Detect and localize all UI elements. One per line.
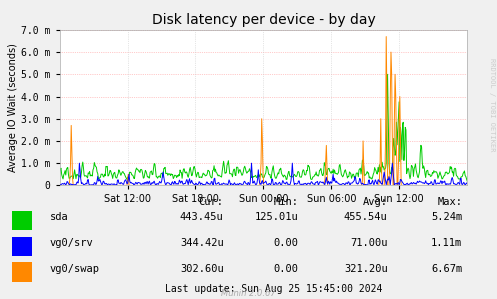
Text: 125.01u: 125.01u bbox=[254, 212, 298, 222]
Text: 321.20u: 321.20u bbox=[344, 264, 388, 274]
Text: 443.45u: 443.45u bbox=[180, 212, 224, 222]
Text: 6.67m: 6.67m bbox=[431, 264, 462, 274]
Text: Last update: Sun Aug 25 15:45:00 2024: Last update: Sun Aug 25 15:45:00 2024 bbox=[165, 284, 382, 294]
Y-axis label: Average IO Wait (seconds): Average IO Wait (seconds) bbox=[8, 43, 18, 172]
Text: 1.11m: 1.11m bbox=[431, 238, 462, 248]
Text: Avg:: Avg: bbox=[363, 197, 388, 207]
FancyBboxPatch shape bbox=[12, 211, 32, 230]
Text: 302.60u: 302.60u bbox=[180, 264, 224, 274]
Text: Cur:: Cur: bbox=[199, 197, 224, 207]
Text: 0.00: 0.00 bbox=[273, 264, 298, 274]
Text: RRDTOOL / TOBI OETIKER: RRDTOOL / TOBI OETIKER bbox=[489, 58, 495, 151]
Text: vg0/srv: vg0/srv bbox=[50, 238, 93, 248]
Text: 0.00: 0.00 bbox=[273, 238, 298, 248]
Text: 455.54u: 455.54u bbox=[344, 212, 388, 222]
Text: 344.42u: 344.42u bbox=[180, 238, 224, 248]
Text: sda: sda bbox=[50, 212, 69, 222]
Text: 5.24m: 5.24m bbox=[431, 212, 462, 222]
Text: Min:: Min: bbox=[273, 197, 298, 207]
FancyBboxPatch shape bbox=[12, 263, 32, 282]
Text: Max:: Max: bbox=[437, 197, 462, 207]
Text: Munin 2.0.67: Munin 2.0.67 bbox=[221, 289, 276, 298]
FancyBboxPatch shape bbox=[12, 237, 32, 256]
Title: Disk latency per device - by day: Disk latency per device - by day bbox=[152, 13, 375, 27]
Text: 71.00u: 71.00u bbox=[350, 238, 388, 248]
Text: vg0/swap: vg0/swap bbox=[50, 264, 100, 274]
